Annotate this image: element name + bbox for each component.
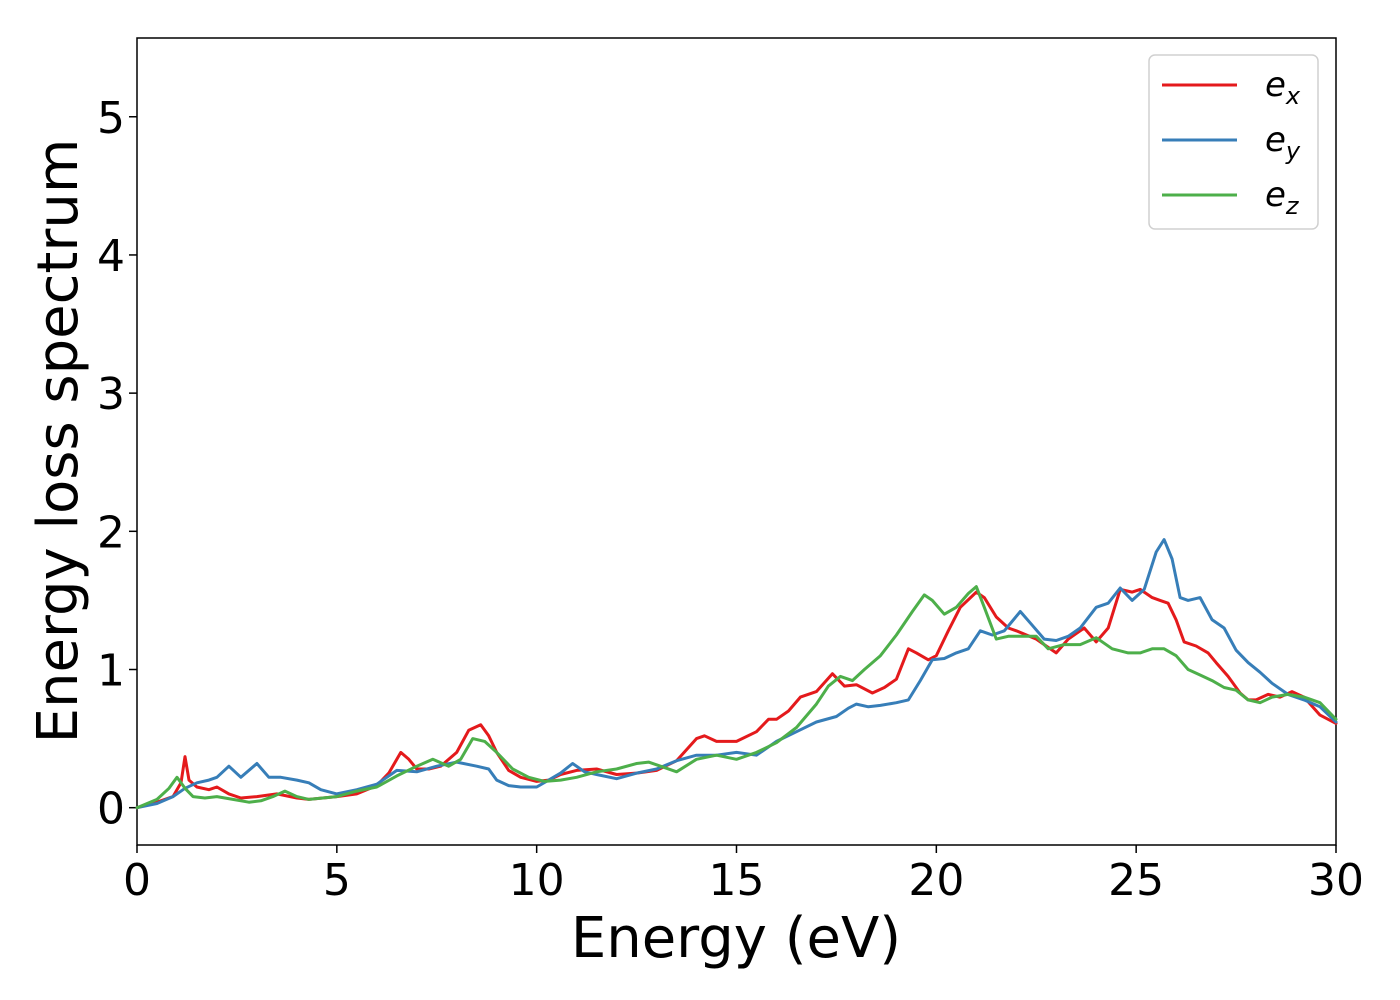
x-tick-label: 30: [1308, 855, 1364, 906]
y-tick-label: 2: [97, 507, 125, 558]
x-tick-label: 20: [908, 855, 964, 906]
y-axis-ticks: 0 1 2 3 4 5: [97, 93, 137, 835]
legend-label-z: ez: [1265, 175, 1300, 220]
y-tick-label: 4: [97, 231, 125, 282]
series-line-z: [135, 585, 1338, 810]
x-axis-ticks: 0 5 10 15 20 25 30: [123, 845, 1364, 906]
y-tick-label: 3: [97, 369, 125, 420]
y-tick-label: 0: [97, 784, 125, 835]
y-tick-label: 1: [97, 646, 125, 697]
legend-label-x: ex: [1265, 65, 1301, 110]
y-axis-title: Energy loss spectrum: [26, 139, 91, 744]
x-tick-label: 15: [709, 855, 765, 906]
legend-label-subscript: y: [1285, 137, 1301, 165]
legend-box: [1148, 54, 1319, 230]
x-axis-title: Energy (eV): [571, 906, 901, 971]
y-tick-label: 5: [97, 93, 125, 144]
legend-label-subscript: x: [1285, 82, 1301, 110]
legend-label-y: ey: [1265, 120, 1301, 165]
x-tick-label: 10: [509, 855, 565, 906]
series-layer: [135, 538, 1338, 810]
series-line-y: [135, 538, 1338, 810]
legend-label-base: e: [1265, 120, 1286, 160]
x-tick-label: 25: [1108, 855, 1164, 906]
legend-label-base: e: [1265, 65, 1286, 105]
series-line-x: [135, 587, 1338, 810]
x-tick-label: 0: [123, 855, 151, 906]
x-tick-label: 5: [323, 855, 351, 906]
legend-label-base: e: [1265, 175, 1286, 215]
legend-label-subscript: z: [1285, 192, 1300, 220]
